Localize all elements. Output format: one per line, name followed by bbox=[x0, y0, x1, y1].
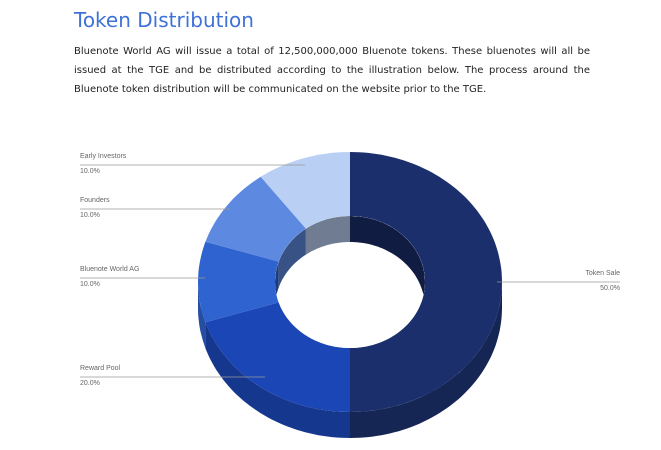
slice-label: Token Sale bbox=[585, 270, 620, 277]
slice bbox=[205, 302, 350, 412]
paragraph: Bluenote World AG will issue a total of … bbox=[74, 46, 590, 95]
slice-value-label: 10.0% bbox=[80, 212, 100, 219]
slice bbox=[205, 176, 306, 262]
slice-label: Reward Pool bbox=[80, 365, 121, 372]
hole-walls bbox=[275, 216, 425, 308]
slice-value-label: 50.0% bbox=[600, 285, 620, 292]
hole-wall bbox=[278, 228, 306, 288]
slice-label: Bluenote World AG bbox=[80, 266, 139, 273]
slice-side bbox=[198, 282, 206, 349]
slice-value-label: 10.0% bbox=[80, 281, 100, 288]
hole-wall bbox=[305, 216, 350, 255]
slice bbox=[260, 152, 350, 229]
slice-value-label: 10.0% bbox=[80, 168, 100, 175]
slice-label: Founders bbox=[80, 197, 110, 204]
slice bbox=[198, 241, 279, 323]
slice-side bbox=[205, 322, 350, 438]
hole-wall bbox=[350, 216, 425, 308]
slice-label: Early Investors bbox=[80, 153, 127, 160]
slice bbox=[350, 152, 502, 412]
slice-value-label: 20.0% bbox=[80, 380, 100, 387]
title: Token Distribution bbox=[74, 8, 254, 32]
